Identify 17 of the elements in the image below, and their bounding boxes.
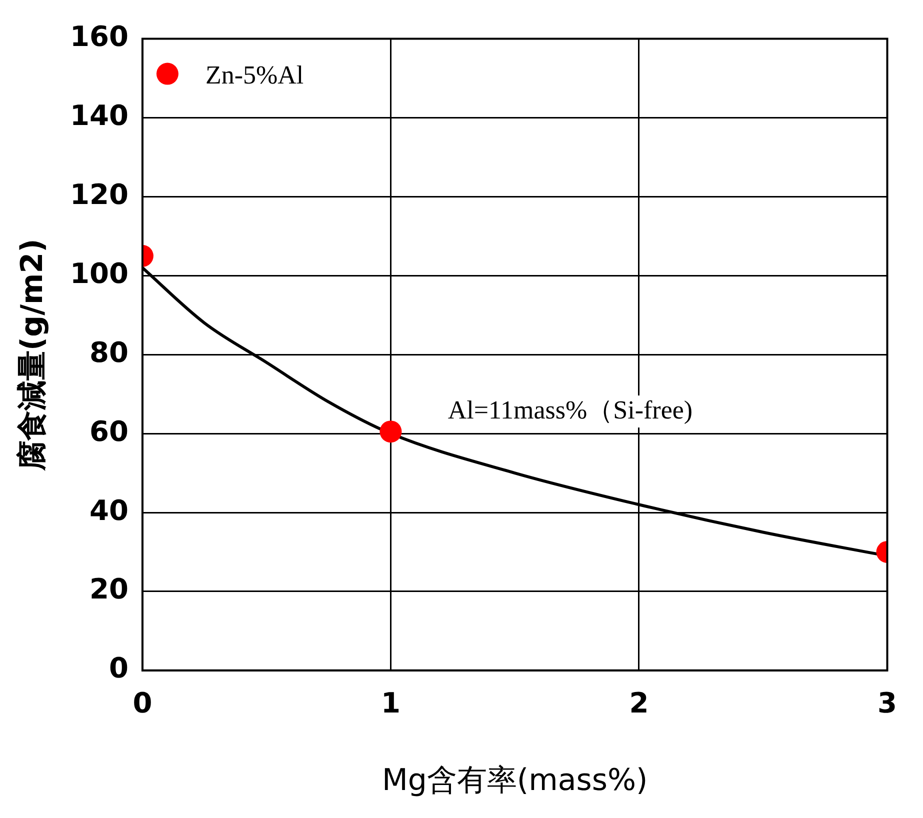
y-axis-title: 腐食減量(g/m2)	[14, 238, 50, 472]
x-tick-label: 0	[132, 686, 152, 720]
y-tick-label: 120	[70, 178, 128, 211]
y-tick-label: 160	[70, 20, 128, 54]
y-tick-label: 0	[108, 652, 128, 685]
legend-label: Zn-5%Al	[205, 60, 304, 90]
y-tick-label: 100	[70, 256, 128, 290]
y-tick-label: 60	[89, 414, 128, 448]
y-tick-label: 80	[89, 336, 128, 369]
x-axis-title: Mg含有率(mass%)	[382, 762, 648, 798]
x-tick-label: 2	[629, 686, 649, 720]
y-tick-label: 20	[89, 572, 128, 606]
y-tick-label: 40	[89, 494, 128, 527]
annotation: Al=11mass%（Si-free)	[448, 395, 693, 424]
y-tick-label: 140	[70, 99, 128, 132]
x-tick-label: 3	[878, 686, 897, 720]
x-tick-label: 1	[380, 686, 400, 720]
